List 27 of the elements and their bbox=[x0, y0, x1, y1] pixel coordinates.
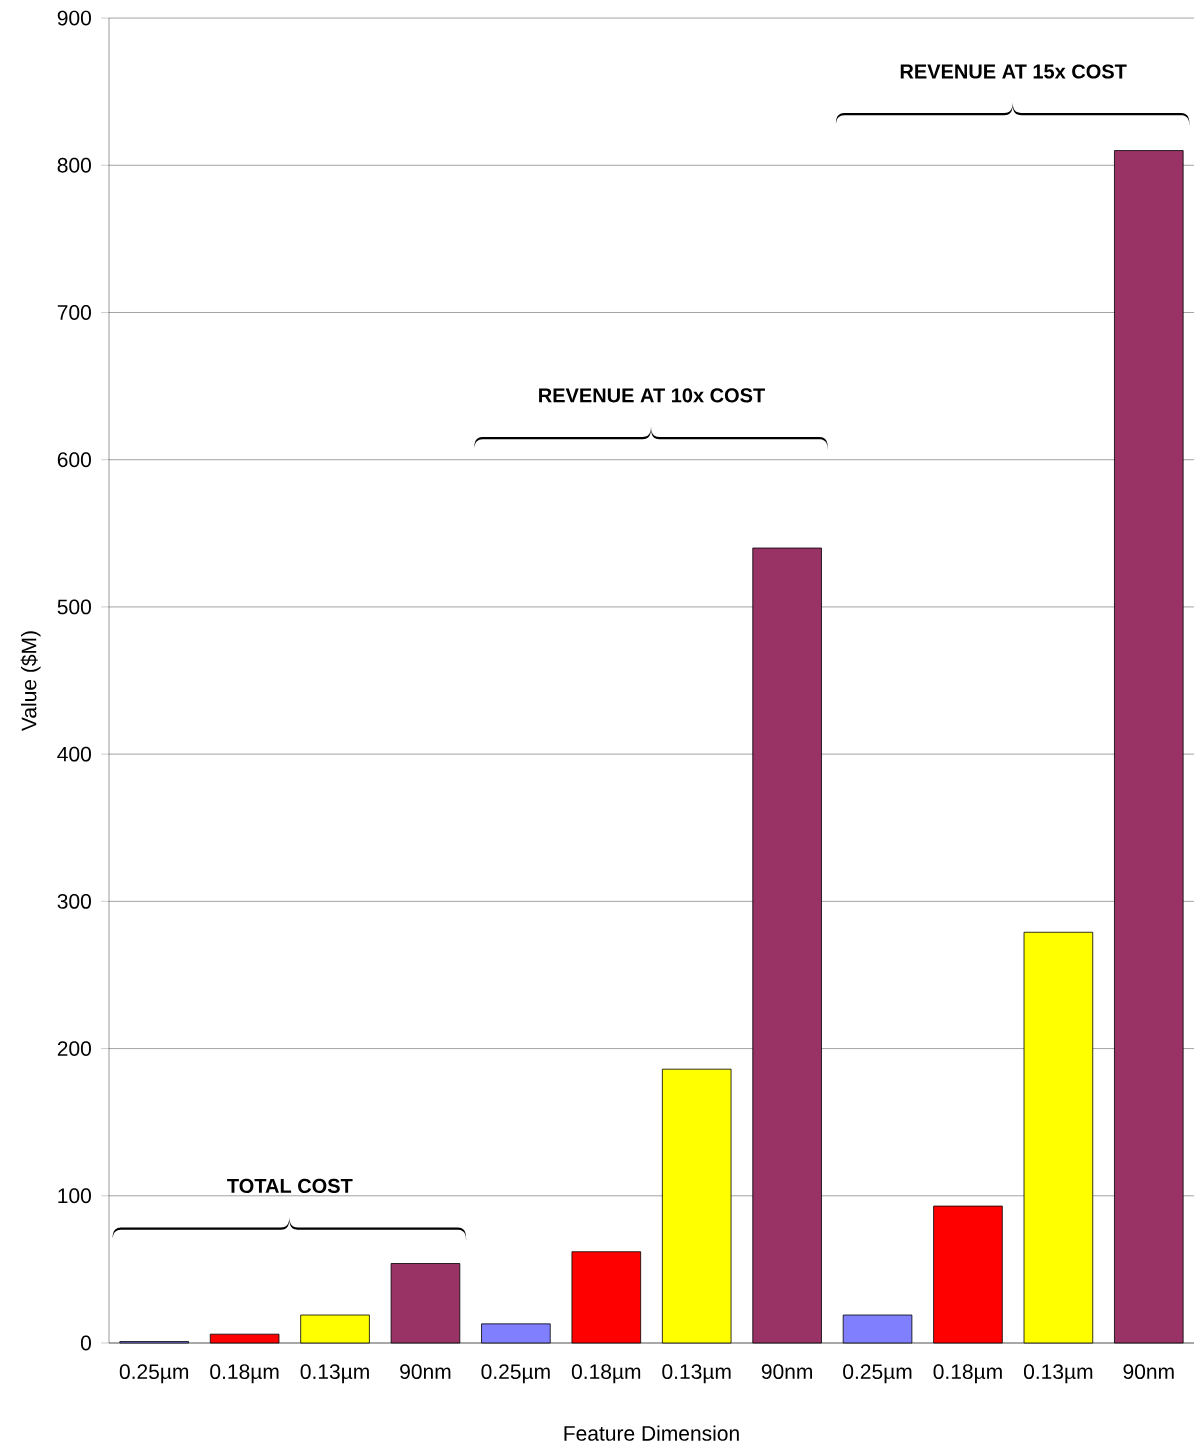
y-tick-label: 300 bbox=[57, 893, 91, 909]
x-axis-title: Feature Dimension bbox=[564, 1425, 739, 1441]
x-tick-label: 0.25µm bbox=[481, 1364, 550, 1384]
x-tick-label: 0.25µm bbox=[843, 1364, 912, 1384]
annotation: TOTAL COST bbox=[227, 1178, 353, 1194]
x-tick-label: 0.25µm bbox=[119, 1364, 189, 1384]
y-tick-label: 600 bbox=[57, 452, 91, 468]
x-tick-label: 90nm bbox=[761, 1364, 812, 1380]
y-tick-label: 500 bbox=[57, 599, 91, 615]
y-tick-label: 900 bbox=[57, 10, 91, 26]
y-tick-label: 200 bbox=[57, 1041, 91, 1056]
y-tick-label: 100 bbox=[58, 1188, 91, 1204]
x-tick-label: 0.18µm bbox=[210, 1364, 279, 1384]
x-tick-label: 0.13µm bbox=[300, 1364, 369, 1384]
x-tick-label: 0.13µm bbox=[1023, 1364, 1093, 1384]
y-tick-label: 700 bbox=[57, 305, 91, 320]
y-axis-title: Value ($M) bbox=[20, 631, 41, 732]
annotation: REVENUE AT 15x COST bbox=[900, 64, 1127, 79]
x-tick-label: 90nm bbox=[1123, 1364, 1174, 1380]
y-tick-label: 800 bbox=[57, 157, 91, 173]
x-tick-label: 0.18µm bbox=[933, 1364, 1002, 1384]
y-tick-label: 400 bbox=[57, 746, 91, 762]
y-tick-label: 0 bbox=[80, 1335, 91, 1351]
x-tick-label: 0.13µm bbox=[662, 1364, 731, 1384]
x-tick-label: 0.18µm bbox=[571, 1364, 641, 1384]
x-tick-label: 90nm bbox=[400, 1364, 451, 1380]
annotation: REVENUE AT 10x COST bbox=[539, 388, 765, 403]
